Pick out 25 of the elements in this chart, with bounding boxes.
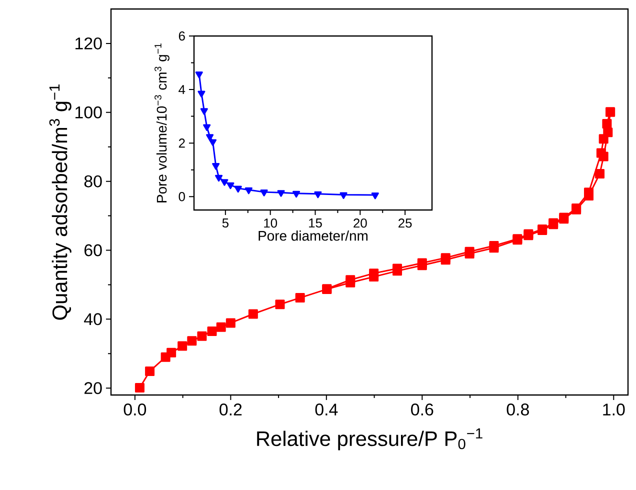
y-tick-label: 120 [76, 37, 102, 50]
x-tick-label: 0.2 [220, 404, 242, 416]
x-tick-label: 15 [309, 218, 322, 228]
x-tick-label: 0.0 [124, 404, 146, 416]
x-tick-label: 1.0 [603, 404, 625, 416]
y-axis-title: Quantity adsorbed/m$^{3}$ g$^{−1}$ [49, 84, 72, 320]
x-tick-label: 5 [222, 218, 228, 228]
x-tick-label: 0.6 [411, 404, 434, 416]
y-tick-label: 80 [84, 175, 102, 188]
x-axis-title: Relative pressure/P P$_{0}$−1 [257, 428, 482, 450]
y-tick-label: 100 [76, 106, 102, 118]
x-tick-label: 0.8 [506, 404, 529, 416]
x-tick-label: 0.4 [315, 404, 338, 416]
x-tick-label: 10 [264, 218, 278, 228]
y-tick-label: 0 [178, 192, 185, 202]
x-axis-title: Pore diameter/nm [258, 230, 368, 241]
y-tick-label: 60 [84, 244, 102, 256]
y-tick-label: 6 [178, 31, 185, 41]
y-tick-label: 2 [178, 138, 185, 148]
x-tick-label: 20 [354, 218, 367, 228]
y-axis-title: Pore volume/10$^{−3}$ cm$^{3}$ g$^{−1}$ [154, 43, 170, 202]
y-tick-label: 4 [178, 85, 186, 94]
y-tick-label: 40 [84, 313, 102, 326]
y-tick-label: 20 [84, 382, 102, 394]
x-tick-label: 25 [398, 218, 412, 228]
